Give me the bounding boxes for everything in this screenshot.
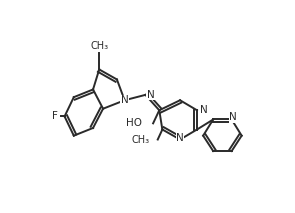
- Text: F: F: [52, 111, 58, 121]
- Text: HO: HO: [126, 118, 142, 128]
- Text: N: N: [229, 112, 237, 122]
- Text: CH₃: CH₃: [131, 135, 149, 144]
- Text: N: N: [121, 95, 129, 105]
- Text: N: N: [200, 105, 208, 115]
- Text: N: N: [147, 90, 155, 100]
- Text: N: N: [176, 133, 184, 143]
- Text: CH₃: CH₃: [90, 41, 108, 51]
